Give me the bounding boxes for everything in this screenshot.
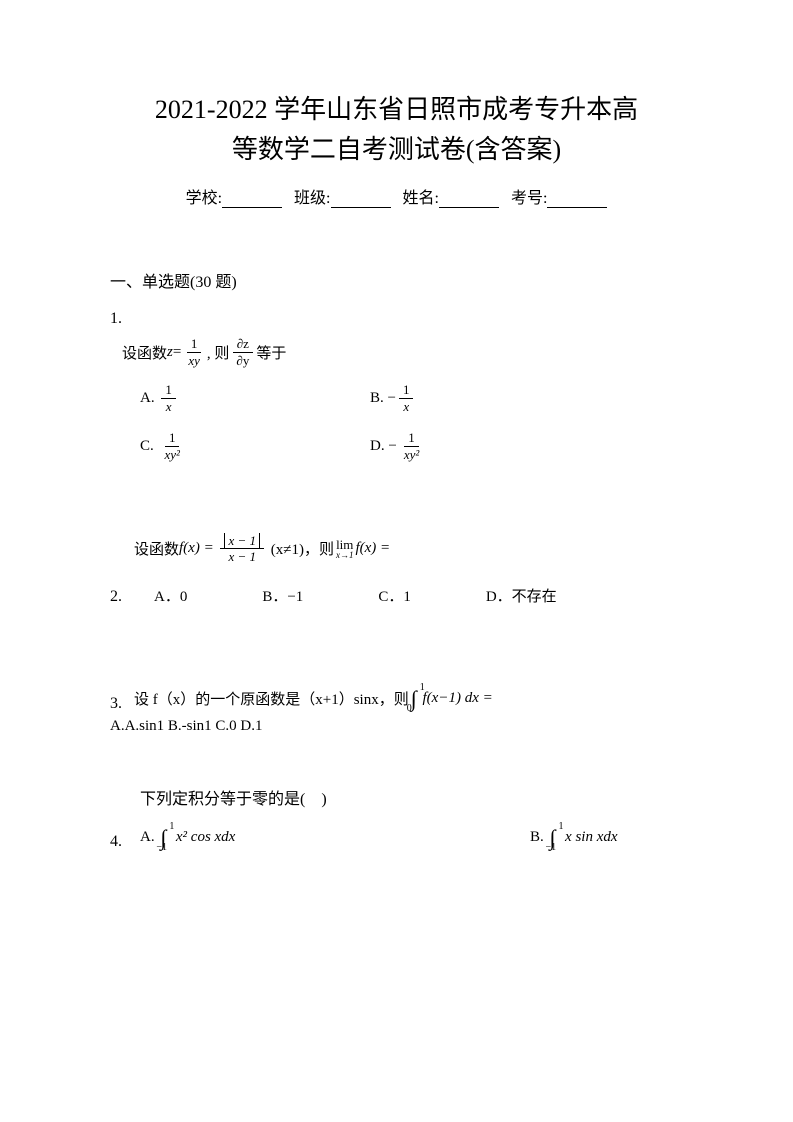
- q3-int-lower: 0: [407, 703, 412, 714]
- q4-optB-label: B.: [530, 829, 544, 846]
- q4-option-a: A. ∫ 1 −1 x² cos xdx: [140, 825, 530, 851]
- number-blank[interactable]: [547, 190, 607, 208]
- q4-option-b: B. ∫ 1 −1 x sin xdx: [530, 825, 618, 851]
- q4-optB-integral: ∫ 1 −1: [550, 825, 556, 851]
- q1-optC-frac: 1 xy²: [161, 430, 184, 462]
- question-1: 1. 设函数 z = 1 xy , 则 ∂z ∂y 等于 A. 1 x B. −…: [110, 310, 683, 463]
- q1-frac1-den: xy: [184, 353, 204, 369]
- q3-p1: 设 f（x）的一个原函数是（x+1）sinx，则: [134, 688, 409, 709]
- q3-stem: 设 f（x）的一个原函数是（x+1）sinx，则 ∫ 1 0 f(x−1) dx…: [134, 686, 683, 712]
- q1-optB-frac: 1 x: [399, 382, 414, 414]
- q1-optA-label: A.: [140, 390, 155, 407]
- q1-optC-num: 1: [165, 430, 180, 447]
- q1-prefix: 设函数: [122, 342, 167, 363]
- name-blank[interactable]: [439, 190, 499, 208]
- q1-frac1-num: 1: [187, 336, 202, 353]
- q1-optD-frac: 1 xy²: [400, 430, 423, 462]
- q2-frac: x − 1 x − 1: [220, 533, 264, 565]
- q2-option-a: A．0: [154, 585, 187, 606]
- q4-options: A. ∫ 1 −1 x² cos xdx B. ∫ 1 −1 x sin xdx: [140, 825, 683, 851]
- title-line-2: 等数学二自考测试卷(含答案): [110, 129, 683, 166]
- q1-option-b: B. − 1 x: [370, 382, 600, 414]
- question-4: 4. 下列定积分等于零的是( ) A. ∫ 1 −1 x² cos xdx B.…: [110, 785, 683, 851]
- q2-cond: (x≠1)，则: [271, 538, 334, 559]
- q1-optC-label: C.: [140, 438, 154, 455]
- q4-optA-lower: −1: [156, 842, 167, 853]
- q2-lim: lim x→1: [336, 538, 354, 560]
- q1-number: 1.: [110, 310, 683, 328]
- q3-answers: A.A.sin1 B.-sin1 C.0 D.1: [110, 718, 683, 735]
- q2-lim-label: lim: [336, 538, 353, 551]
- q2-stem: 设函数 f(x) = x − 1 x − 1 (x≠1)，则 lim x→1 f…: [134, 533, 683, 565]
- q1-stem: 设函数 z = 1 xy , 则 ∂z ∂y 等于: [122, 336, 683, 368]
- q1-suffix: 等于: [256, 342, 286, 363]
- q1-partial-den: ∂y: [232, 353, 253, 369]
- q1-optD-neg: −: [388, 438, 396, 455]
- q2-abs: x − 1: [224, 533, 260, 549]
- q2-lim-sub: x→1: [336, 551, 354, 560]
- q2-fx2: f(x) =: [355, 540, 390, 557]
- q2-option-b: B．−1: [262, 585, 303, 606]
- q2-prefix: 设函数: [134, 538, 179, 559]
- title-line-1: 2021-2022 学年山东省日照市成考专升本高: [110, 90, 683, 129]
- q2-number: 2.: [110, 588, 122, 606]
- question-2: 2. 设函数 f(x) = x − 1 x − 1 (x≠1)，则 lim x→…: [110, 533, 683, 606]
- class-label: 班级:: [294, 190, 330, 207]
- q2-fx: f(x) =: [179, 540, 214, 557]
- q4-optA-integral: ∫ 1 −1: [160, 825, 166, 851]
- q1-optD-den: xy²: [400, 447, 423, 463]
- q1-option-a: A. 1 x: [140, 382, 370, 414]
- school-blank[interactable]: [222, 190, 282, 208]
- q4-optA-upper: 1: [169, 821, 174, 832]
- q1-equals: =: [173, 344, 181, 361]
- q4-optA-integrand: x² cos xdx: [176, 829, 235, 846]
- q1-optD-num: 1: [404, 430, 419, 447]
- student-info-line: 学校: 班级: 姓名: 考号:: [110, 184, 683, 208]
- section-header: 一、单选题(30 题): [110, 268, 683, 292]
- q4-optB-integrand: x sin xdx: [565, 829, 617, 846]
- q1-optA-num: 1: [161, 382, 176, 399]
- q4-optB-lower: −1: [546, 842, 557, 853]
- q4-optA-label: A.: [140, 829, 155, 846]
- q1-optB-neg: −: [388, 390, 396, 407]
- number-label: 考号:: [511, 190, 547, 207]
- question-3: 3. 设 f（x）的一个原函数是（x+1）sinx，则 ∫ 1 0 f(x−1)…: [110, 686, 683, 735]
- q2-frac-den: x − 1: [224, 549, 260, 565]
- q1-partial: ∂z ∂y: [232, 336, 253, 368]
- q3-integrand: f(x−1) dx =: [423, 690, 493, 707]
- q1-optB-label: B.: [370, 390, 384, 407]
- q1-optA-frac: 1 x: [161, 382, 176, 414]
- q2-frac-num: x − 1: [220, 533, 264, 550]
- school-label: 学校:: [186, 190, 222, 207]
- q1-optC-den: xy²: [161, 447, 184, 463]
- q1-frac1: 1 xy: [184, 336, 204, 368]
- q1-options: A. 1 x B. − 1 x C. 1 xy² D. − 1: [140, 382, 683, 462]
- q2-option-c: C．1: [378, 585, 411, 606]
- class-blank[interactable]: [331, 190, 391, 208]
- q1-optB-den: x: [399, 399, 413, 415]
- q2-options: A．0 B．−1 C．1 D．不存在: [154, 585, 683, 606]
- q1-optA-den: x: [162, 399, 176, 415]
- q1-option-d: D. − 1 xy²: [370, 430, 600, 462]
- name-label: 姓名:: [403, 190, 439, 207]
- q1-optD-label: D.: [370, 438, 385, 455]
- q4-stem: 下列定积分等于零的是( ): [140, 785, 683, 809]
- q1-mid: , 则: [207, 342, 230, 363]
- q4-number: 4.: [110, 833, 122, 851]
- q1-option-c: C. 1 xy²: [140, 430, 370, 462]
- q3-number: 3.: [110, 695, 122, 713]
- q1-partial-num: ∂z: [233, 336, 253, 353]
- q3-int-upper: 1: [420, 682, 425, 693]
- q2-option-d: D．不存在: [486, 585, 557, 606]
- q4-optB-upper: 1: [559, 821, 564, 832]
- q1-optB-num: 1: [399, 382, 414, 399]
- q3-integral-sign: ∫ 1 0: [411, 686, 417, 712]
